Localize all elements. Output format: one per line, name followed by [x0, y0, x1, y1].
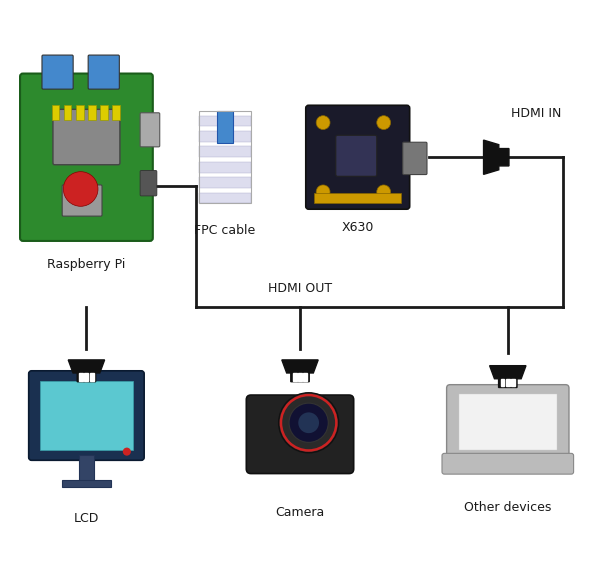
Text: HDMI OUT: HDMI OUT: [268, 282, 332, 295]
FancyBboxPatch shape: [62, 185, 102, 216]
Circle shape: [278, 393, 338, 453]
FancyBboxPatch shape: [88, 55, 119, 89]
Bar: [500, 379, 505, 386]
Bar: [199, 177, 251, 188]
Bar: [506, 379, 510, 386]
FancyBboxPatch shape: [403, 142, 427, 175]
Polygon shape: [484, 140, 509, 175]
Circle shape: [316, 115, 330, 129]
Bar: [199, 111, 251, 204]
Circle shape: [377, 115, 391, 129]
Circle shape: [298, 412, 319, 433]
Bar: [62, 480, 110, 487]
FancyBboxPatch shape: [112, 106, 120, 119]
Text: Camera: Camera: [275, 506, 325, 520]
Bar: [298, 374, 302, 380]
Polygon shape: [282, 360, 318, 382]
FancyBboxPatch shape: [20, 74, 153, 241]
Text: HDMI IN: HDMI IN: [511, 107, 561, 121]
Polygon shape: [68, 360, 104, 382]
Bar: [199, 131, 251, 142]
FancyBboxPatch shape: [442, 454, 574, 474]
Bar: [199, 162, 251, 173]
Bar: [85, 374, 88, 380]
FancyBboxPatch shape: [29, 371, 144, 461]
FancyBboxPatch shape: [52, 106, 59, 119]
Text: Raspberry Pi: Raspberry Pi: [47, 258, 125, 271]
FancyBboxPatch shape: [40, 381, 133, 451]
Text: FPC cable: FPC cable: [194, 224, 256, 237]
FancyBboxPatch shape: [76, 106, 83, 119]
Bar: [79, 455, 94, 485]
Bar: [199, 115, 251, 126]
Bar: [199, 147, 251, 157]
Bar: [304, 374, 307, 380]
FancyBboxPatch shape: [140, 113, 160, 147]
Text: LCD: LCD: [74, 512, 99, 525]
Circle shape: [64, 172, 98, 206]
FancyBboxPatch shape: [100, 106, 108, 119]
Text: X630: X630: [341, 221, 374, 234]
Bar: [199, 193, 251, 204]
Bar: [293, 374, 296, 380]
Bar: [79, 374, 83, 380]
Circle shape: [123, 448, 131, 456]
FancyBboxPatch shape: [459, 394, 557, 451]
Circle shape: [289, 403, 328, 443]
FancyBboxPatch shape: [42, 55, 73, 89]
FancyBboxPatch shape: [283, 411, 331, 434]
FancyBboxPatch shape: [53, 109, 120, 165]
FancyBboxPatch shape: [336, 135, 377, 176]
FancyBboxPatch shape: [140, 171, 157, 196]
Text: Other devices: Other devices: [464, 501, 551, 514]
Polygon shape: [490, 365, 526, 387]
FancyBboxPatch shape: [217, 111, 233, 143]
Bar: [511, 379, 515, 386]
Circle shape: [377, 185, 391, 199]
Bar: [314, 193, 401, 204]
FancyBboxPatch shape: [446, 385, 569, 461]
FancyBboxPatch shape: [64, 106, 71, 119]
FancyBboxPatch shape: [247, 395, 353, 473]
FancyBboxPatch shape: [306, 106, 410, 209]
Circle shape: [316, 185, 330, 199]
FancyBboxPatch shape: [88, 106, 95, 119]
Bar: [90, 374, 94, 380]
